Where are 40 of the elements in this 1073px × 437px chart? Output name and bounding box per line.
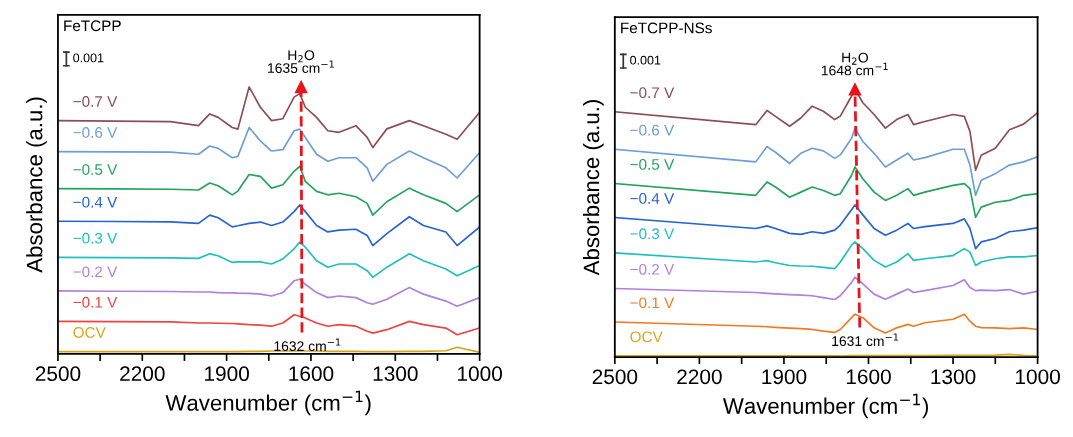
x-tick-label: 2200 (677, 369, 722, 385)
x-tick-label: 2500 (35, 366, 81, 382)
series-label: −0.2 V (73, 266, 118, 278)
series-label: −0.5 V (73, 164, 118, 175)
chart-title: FeTCPP-NSs (621, 22, 712, 34)
series-label: −0.1 V (630, 297, 675, 309)
chart-title: FeTCPP (64, 20, 121, 32)
x-tick-label: 1000 (458, 366, 502, 382)
x-tick-label: 1600 (289, 366, 334, 382)
text: 0.001 (630, 55, 661, 65)
series-label: −0.7 V (73, 96, 118, 107)
x-tick-label: 1900 (762, 369, 807, 385)
series-label: −0.6 V (73, 127, 118, 138)
series-label: OCV (73, 327, 106, 338)
x-tick-label: 1300 (931, 369, 976, 385)
annotation: 1631 cm$^{−1}$ (832, 333, 899, 347)
annotation: 1632 cm$^{−1}$ (274, 338, 341, 352)
x-axis-title: Wavenumber (cm$^{−1}$) (165, 390, 371, 416)
y-axis-title: Absorbance (a.u.) (583, 100, 604, 276)
y-axis-title: Absorbance (a.u.) (26, 97, 47, 273)
series-label: OCV (630, 331, 663, 343)
series-label: −0.6 V (630, 124, 675, 136)
x-tick-label: 2500 (592, 369, 638, 385)
x-tick-label: 1900 (205, 366, 249, 382)
series-label: −0.5 V (630, 159, 675, 170)
series-label: −0.4 V (73, 196, 118, 208)
x-tick-label: 1000 (1016, 369, 1060, 385)
text: H$_{2}$O 1648 cm$^{−1}$ (821, 52, 888, 76)
series-label: −0.3 V (630, 228, 675, 240)
text: H$_{2}$O 1635 cm$^{−1}$ (268, 50, 334, 73)
series-label: −0.1 V (73, 296, 118, 308)
x-tick-label: 1600 (846, 369, 891, 385)
x-tick-label: 2200 (120, 366, 165, 382)
x-axis-title: Wavenumber (cm$^{−1}$) (722, 393, 928, 419)
series-label: −0.3 V (73, 232, 118, 244)
text: 0.001 (73, 53, 104, 63)
x-tick-label: 1300 (373, 366, 418, 382)
series-label: −0.2 V (630, 263, 675, 275)
series-label: −0.4 V (630, 193, 675, 204)
series-label: −0.7 V (630, 87, 675, 99)
